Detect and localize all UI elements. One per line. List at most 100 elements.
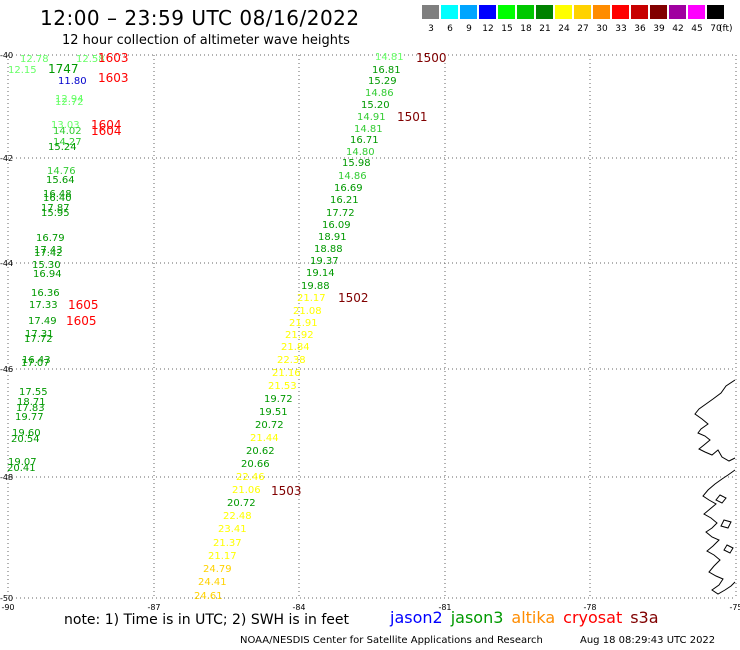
wave-height-value: 24.61 <box>194 591 223 602</box>
credit-line: NOAA/NESDIS Center for Satellite Applica… <box>240 635 543 646</box>
latitude-label: -40 <box>0 51 13 60</box>
wave-height-value: 14.81 <box>354 124 383 135</box>
legend-label: 15 <box>501 24 513 34</box>
wave-height-value: 14.27 <box>53 137 82 148</box>
wave-height-value: 14.80 <box>346 147 375 158</box>
legend-swatch <box>479 5 496 19</box>
wave-height-value: 23.41 <box>218 524 247 535</box>
wave-height-value: 19.60 <box>12 428 41 439</box>
grid-lines <box>7 54 737 599</box>
legend-swatch <box>650 5 667 19</box>
legend-swatch <box>460 5 477 19</box>
legend-label: 18 <box>520 24 532 34</box>
pass-time: 1603 <box>98 51 129 65</box>
legend-label: 24 <box>558 24 570 34</box>
wave-height-value: 15.30 <box>32 260 61 271</box>
legend-swatch <box>574 5 591 19</box>
legend-swatch <box>593 5 610 19</box>
wave-height-value: 20.41 <box>7 463 36 474</box>
wave-height-value: 18.91 <box>318 232 347 243</box>
map-title: 12:00 – 23:59 UTC 08/16/2022 <box>40 6 360 30</box>
wave-height-value: 15.24 <box>48 142 77 153</box>
legend-label: 27 <box>577 24 589 34</box>
longitude-label: -81 <box>438 603 451 612</box>
pass-time: 1604 <box>91 124 122 138</box>
legend-swatch <box>498 5 515 19</box>
wave-height-value: 14.81 <box>375 52 404 63</box>
wave-height-value: 14.02 <box>53 126 82 137</box>
latitude-labels: -40 -42 -44 -46 -48 -50 <box>0 51 13 603</box>
wave-height-value: 16.79 <box>36 233 65 244</box>
legend-swatch <box>669 5 686 19</box>
longitude-label: -84 <box>292 603 305 612</box>
wave-height-value: 21.91 <box>289 318 318 329</box>
wave-height-value: 19.14 <box>306 268 335 279</box>
legend-swatch <box>422 5 439 19</box>
wave-height-value: 20.54 <box>11 434 40 445</box>
wave-height-value: 21.17 <box>208 551 237 562</box>
legend-label: 30 <box>596 24 608 34</box>
legend-label: 3 <box>428 24 434 34</box>
legend-swatch <box>688 5 705 19</box>
pass-time: 1500 <box>416 51 447 65</box>
pass-time: 1747 <box>48 62 79 76</box>
latitude-label: -50 <box>0 594 13 603</box>
wave-height-value: 12.72 <box>55 97 84 108</box>
wave-height-value: 17.55 <box>19 387 48 398</box>
pass-time: 1603 <box>98 71 129 85</box>
footer-note: note: 1) Time is in UTC; 2) SWH is in fe… <box>64 612 350 628</box>
wave-height-value: 19.77 <box>15 412 44 423</box>
latitude-label: -48 <box>0 473 13 482</box>
satellite-legend: jason2 jason3 altika cryosat s3a <box>390 608 667 627</box>
wave-height-value: 21.17 <box>297 293 326 304</box>
satellite-jason2: jason2 <box>390 608 443 627</box>
legend-swatch <box>555 5 572 19</box>
wave-height-value: 11.80 <box>58 76 87 87</box>
wave-height-value: 18.88 <box>314 244 343 255</box>
legend-label: 42 <box>672 24 684 34</box>
satellite-altika: altika <box>511 608 556 627</box>
wave-height-value: 16.71 <box>350 135 379 146</box>
wave-height-value: 12.58 <box>76 54 105 65</box>
wave-height-value: 16.21 <box>330 195 359 206</box>
wave-height-value: 15.64 <box>46 175 75 186</box>
longitude-label: -78 <box>583 603 596 612</box>
wave-height-value: 13.03 <box>51 120 80 131</box>
wave-height-value: 16.09 <box>322 220 351 231</box>
wave-height-value: 17.49 <box>28 316 57 327</box>
wave-height-value: 16.81 <box>372 65 401 76</box>
legend-swatch <box>536 5 553 19</box>
wave-height-value: 24.79 <box>203 564 232 575</box>
wave-height-value: 21.16 <box>272 368 301 379</box>
pass-time: 1604 <box>91 118 122 132</box>
wave-height-value: 19.07 <box>8 457 37 468</box>
wave-height-value: 14.86 <box>365 88 394 99</box>
legend-label: 39 <box>653 24 665 34</box>
wave-height-value: 14.86 <box>338 171 367 182</box>
wave-height-value: 20.66 <box>241 459 270 470</box>
wave-height-value: 16.94 <box>33 269 62 280</box>
wave-height-value: 20.62 <box>246 446 275 457</box>
wave-height-value: 22.38 <box>277 355 306 366</box>
wave-height-value: 16.40 <box>43 193 72 204</box>
latitude-label: -42 <box>0 154 13 163</box>
wave-height-value: 16.43 <box>22 355 51 366</box>
wave-height-value: 24.41 <box>198 577 227 588</box>
wave-height-value: 17.42 <box>34 248 63 259</box>
legend-swatch <box>707 5 724 19</box>
wave-height-value: 15.98 <box>342 158 371 169</box>
legend-label: 9 <box>466 24 472 34</box>
longitude-label: -75 <box>729 603 740 612</box>
wave-height-value: 17.83 <box>16 403 45 414</box>
wave-height-value: 19.51 <box>259 407 288 418</box>
pass-time: 1503 <box>271 484 302 498</box>
wave-height-value: 16.48 <box>43 189 72 200</box>
longitude-labels: -90 -87 -84 -81 -78 -75 <box>1 603 740 612</box>
legend-label: 12 <box>482 24 494 34</box>
pass-time: 1502 <box>338 291 369 305</box>
legend-label: 21 <box>539 24 551 34</box>
generated-timestamp: Aug 18 08:29:43 UTC 2022 <box>580 635 716 646</box>
